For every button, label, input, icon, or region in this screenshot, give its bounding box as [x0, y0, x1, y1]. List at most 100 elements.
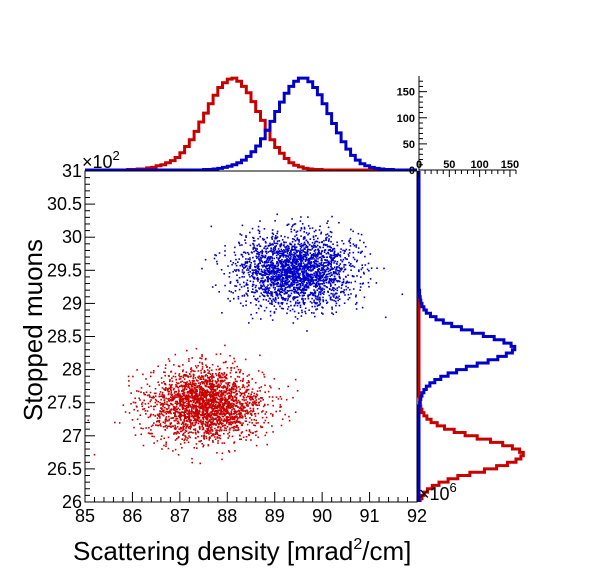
- scatter-point: [186, 403, 188, 405]
- scatter-point: [291, 225, 293, 228]
- scatter-point: [250, 393, 252, 395]
- scatter-point: [173, 395, 176, 397]
- scatter-point: [281, 282, 284, 284]
- scatter-point: [284, 282, 286, 285]
- scatter-point: [274, 237, 276, 240]
- scatter-point: [250, 419, 253, 421]
- scatter-point: [227, 437, 229, 439]
- scatter-point: [233, 251, 236, 254]
- scatter-point: [181, 392, 184, 395]
- scatter-point: [297, 272, 300, 275]
- scatter-point: [319, 285, 321, 288]
- scatter-point: [345, 258, 347, 260]
- scatter-point: [270, 278, 273, 280]
- scatter-point: [263, 280, 266, 283]
- scatter-point: [319, 299, 321, 301]
- scatter-point: [159, 410, 161, 412]
- scatter-point: [314, 291, 317, 294]
- scatter-point: [257, 307, 260, 310]
- scatter-point: [178, 402, 180, 405]
- scatter-point: [266, 286, 268, 288]
- scatter-point: [128, 412, 131, 414]
- scatter-point: [180, 413, 182, 416]
- scatter-point: [185, 416, 187, 418]
- scatter-point: [308, 261, 311, 263]
- scatter-point: [258, 287, 260, 289]
- scatter-point: [331, 299, 334, 301]
- scatter-point: [215, 423, 217, 426]
- scatter-point: [338, 270, 340, 272]
- scatter-point: [348, 249, 351, 251]
- scatter-point: [167, 390, 170, 393]
- scatter-point: [232, 422, 234, 425]
- scatter-point: [342, 281, 345, 284]
- scatter-point: [235, 270, 237, 272]
- scatter-point: [204, 371, 206, 373]
- scatter-point: [258, 259, 261, 262]
- scatter-point: [269, 310, 272, 313]
- scatter-point: [175, 391, 178, 393]
- scatter-point: [230, 369, 232, 372]
- scatter-point: [272, 264, 275, 266]
- scatter-point: [302, 250, 304, 253]
- scatter-point: [191, 379, 194, 382]
- scatter-point: [332, 295, 334, 297]
- scatter-point: [301, 270, 303, 272]
- scatter-point: [224, 245, 226, 247]
- scatter-point: [176, 401, 178, 403]
- scatter-point: [228, 450, 230, 452]
- scatter-point: [338, 264, 341, 267]
- scatter-point: [243, 285, 246, 288]
- scatter-point: [248, 322, 250, 324]
- scatter-point: [293, 296, 295, 298]
- scatter-point: [231, 397, 234, 399]
- scatter-point: [299, 272, 301, 275]
- scatter-point: [273, 273, 276, 275]
- scatter-point: [280, 272, 283, 274]
- scatter-point: [146, 383, 149, 386]
- scatter-point: [208, 405, 211, 408]
- scatter-point: [301, 267, 304, 270]
- scatter-point: [332, 287, 334, 289]
- scatter-point: [216, 413, 218, 415]
- scatter-point: [229, 402, 231, 405]
- scatter-point: [334, 283, 337, 286]
- scatter-point: [207, 427, 210, 430]
- scatter-point: [294, 378, 297, 381]
- scatter-point: [181, 398, 184, 400]
- scatter-point: [318, 251, 320, 253]
- scatter-point: [239, 302, 242, 305]
- scatter-point: [277, 251, 280, 254]
- scatter-point: [246, 388, 248, 391]
- scatter-point: [229, 427, 231, 430]
- scatter-point: [194, 377, 197, 379]
- scatter-point: [310, 256, 313, 258]
- scatter-point: [256, 278, 258, 280]
- scatter-point: [235, 411, 238, 413]
- scatter-point: [216, 421, 219, 423]
- scatter-point: [328, 288, 331, 290]
- scatter-point: [283, 254, 285, 257]
- scatter-point: [274, 272, 277, 274]
- scatter-point: [195, 433, 197, 435]
- scatter-point: [328, 281, 331, 283]
- scatter-point: [303, 279, 306, 282]
- scatter-point: [211, 426, 213, 428]
- scatter-point: [202, 397, 204, 400]
- scatter-point: [182, 394, 185, 396]
- scatter-point: [216, 436, 218, 438]
- scatter-point: [153, 442, 155, 444]
- scatter-point: [178, 395, 181, 397]
- scatter-point: [299, 268, 301, 271]
- scatter-point: [220, 413, 222, 416]
- scatter-point: [299, 306, 302, 309]
- scatter-point: [257, 265, 260, 268]
- scatter-point: [315, 265, 317, 267]
- scatter-point: [184, 414, 186, 417]
- scatter-point: [255, 430, 258, 433]
- scatter-point: [193, 414, 196, 417]
- scatter-point: [229, 417, 232, 419]
- scatter-point: [321, 255, 324, 257]
- scatter-point: [279, 244, 282, 246]
- scatter-point: [224, 409, 227, 412]
